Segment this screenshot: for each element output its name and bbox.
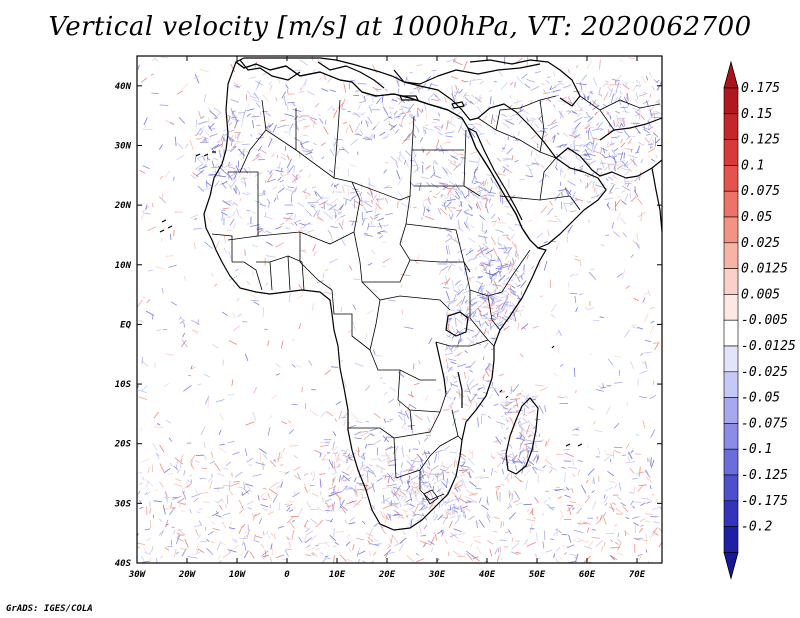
africa-mainland-coastline [203, 61, 547, 531]
colorbar-segment [723, 448, 739, 476]
lon-tick-label: 10W [229, 570, 247, 580]
lat-tick-label: 40N [115, 82, 132, 92]
east-africa-borders [435, 249, 531, 347]
lon-tick-label: 60E [579, 570, 596, 580]
canary-islands [195, 151, 216, 157]
red-sea-coastline [467, 127, 523, 221]
colorbar-label: -0.0125 [741, 339, 796, 354]
colorbar-label: -0.05 [741, 391, 780, 406]
colorbar-segment [723, 345, 739, 373]
colorbar-segment [723, 242, 739, 269]
colorbar-top-arrow [723, 60, 739, 89]
colorbar-segment [723, 165, 739, 192]
footer-credit: GrADS: IGES/COLA [6, 604, 93, 614]
lat-tick-label: 20N [114, 201, 132, 211]
colorbar-label: 0.005 [741, 287, 780, 302]
colorbar-label: -0.1 [741, 442, 772, 457]
lat-tick-label: 40S [115, 559, 132, 569]
colorbar-label: 0.075 [741, 184, 780, 199]
lat-tick-label: 10S [115, 380, 132, 390]
longitude-axis: 30W 20W 10W 0 10E 20E 30E 40E 50E 60E 70E [128, 56, 646, 580]
colorbar-label: -0.175 [741, 494, 788, 509]
mascarene-islands [565, 443, 583, 447]
comoros-islands [499, 389, 509, 399]
colorbar-segment [723, 190, 739, 218]
lon-tick-label: 20W [178, 570, 197, 580]
india-coastline [651, 167, 662, 233]
colorbar-segment [723, 87, 739, 115]
colorbar-segment [723, 474, 739, 502]
madagascar-coastline [505, 397, 539, 475]
lake-victoria [445, 311, 469, 337]
seychelles-islands [551, 345, 555, 349]
colorbar-segment [723, 423, 739, 450]
colorbar-label: 0.05 [741, 210, 772, 225]
colorbar-segment [723, 294, 739, 321]
persian-gulf-coastline [555, 147, 662, 179]
north-africa-borders [239, 99, 481, 201]
lat-tick-label: 10N [115, 261, 132, 271]
colorbar-label: 0.1 [741, 158, 764, 173]
map-frame [136, 55, 663, 564]
colorbar-segment [723, 500, 739, 527]
lon-tick-label: 40E [479, 570, 496, 580]
colorbar-label: -0.075 [741, 416, 788, 431]
colorbar-label: 0.0125 [741, 262, 788, 277]
colorbar-segment [723, 113, 739, 140]
colorbar-bottom-arrow [723, 552, 739, 580]
lon-tick-label: 10E [329, 570, 346, 580]
colorbar-label: 0.15 [741, 107, 772, 122]
figure-title: Vertical velocity [m/s] at 1000hPa, VT: … [48, 12, 752, 42]
sahel-borders [227, 171, 471, 291]
lon-tick-label: 30E [428, 570, 446, 580]
cape-verde-islands [159, 219, 173, 233]
colorbar: 0.175 0.15 0.125 0.1 0.075 0.05 0.025 0.0125 0.0… [723, 60, 796, 580]
lon-tick-label: 0 [284, 570, 290, 580]
europe-coastline [239, 59, 541, 89]
crete-coastline [399, 95, 419, 101]
country-borders [211, 95, 661, 505]
lat-tick-label: EQ [120, 320, 131, 330]
west-africa-borders [211, 233, 305, 291]
central-africa-borders [331, 281, 451, 413]
colorbar-label: -0.125 [741, 468, 788, 483]
lon-tick-label: 30W [128, 570, 147, 580]
lake-tanganyika [435, 341, 447, 395]
lat-tick-label: 20S [114, 440, 132, 450]
colorbar-segment [723, 216, 739, 244]
cyprus-coastline [451, 101, 465, 109]
lon-tick-label: 20E [378, 570, 396, 580]
colorbar-segment [723, 319, 739, 347]
colorbar-label: -0.2 [741, 520, 772, 535]
lat-tick-label: 30S [114, 499, 132, 509]
colorbar-label: 0.125 [741, 133, 780, 148]
colorbar-label: 0.175 [741, 81, 780, 96]
black-sea-coastline [469, 59, 581, 107]
coastlines [159, 57, 662, 531]
colorbar-segment [723, 397, 739, 424]
colorbar-label: -0.025 [741, 365, 788, 380]
lon-tick-label: 70E [629, 570, 646, 580]
lake-malawi [457, 371, 463, 408]
lesotho-border [423, 489, 439, 505]
colorbar-segment [723, 268, 739, 295]
lat-tick-label: 30N [114, 141, 132, 151]
colorbar-label: 0.025 [741, 236, 780, 251]
colorbar-segment [723, 371, 739, 398]
lon-tick-label: 50E [529, 570, 546, 580]
latitude-axis: 40N 30N 20N 10N EQ 10S 20S 30S 40S [114, 82, 662, 569]
colorbar-segment [723, 526, 739, 553]
colorbar-segment [723, 139, 739, 166]
colorbar-label: -0.005 [741, 313, 788, 328]
middle-east-borders [477, 95, 661, 211]
iran-coastline [599, 117, 662, 141]
